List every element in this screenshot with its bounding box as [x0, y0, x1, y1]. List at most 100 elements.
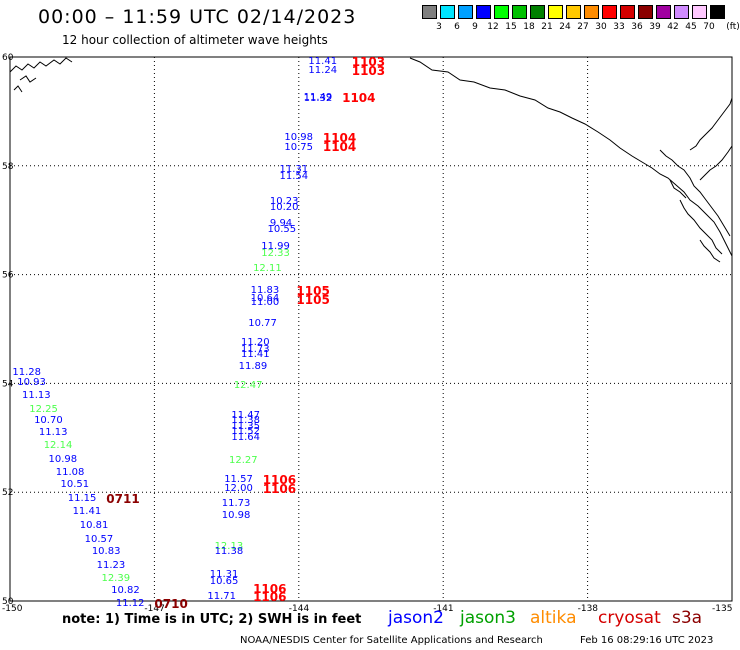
scale-label: 30 [595, 22, 607, 32]
observation-label: 11.89 [238, 361, 268, 373]
observation-label: 11.41 [72, 506, 102, 518]
observation-label: 11.31 [279, 164, 309, 176]
observation-label: 1105 [296, 283, 330, 298]
observation-label: 11.73 [241, 343, 270, 355]
legend-item-cryosat: cryosat [598, 608, 661, 628]
scale-label: 18 [523, 22, 535, 32]
scale-swatch [710, 5, 725, 19]
scale-label: 15 [505, 22, 517, 32]
scale-swatch [584, 5, 599, 19]
observation-label: 0711 [106, 491, 140, 506]
observation-label: 12.14 [43, 439, 73, 451]
scale-swatch [422, 5, 437, 19]
observation-label: 11.57 [224, 474, 253, 486]
observation-label: 10.81 [79, 519, 109, 531]
observation-label: 11.47 [231, 410, 261, 422]
scale-label: 39 [649, 22, 661, 32]
generated-timestamp: Feb 16 08:29:16 UTC 2023 [580, 635, 714, 646]
scale-swatch [476, 5, 491, 19]
observation-label: 10.55 [267, 223, 297, 235]
observation-label: 0710 [154, 596, 188, 611]
scale-swatch [566, 5, 581, 19]
scale-swatch [458, 5, 473, 19]
longitude-labels: -150 -147 -144 -141 -138 -135 [2, 604, 732, 614]
observation-label: 12.39 [101, 573, 131, 585]
latitude-label: 52 [2, 488, 13, 498]
observation-label: 11.28 [12, 366, 42, 378]
observation-label: 10.83 [91, 546, 121, 558]
observation-label: 11.99 [261, 241, 290, 253]
longitude-label: -135 [712, 604, 732, 614]
observation-label: 1106 [262, 482, 297, 497]
observation-label: 11.24 [308, 64, 338, 76]
observation-label: 1106 [253, 589, 287, 604]
scale-swatch [548, 5, 563, 19]
observation-label: 1106 [262, 473, 297, 488]
observation-label: 10.64 [250, 293, 280, 305]
observation-label: 1104 [322, 139, 357, 154]
observation-label: 10.98 [221, 509, 251, 521]
observation-label: 10.93 [17, 377, 46, 389]
observation-label: 11.64 [231, 431, 261, 443]
observation-label: 11.13 [22, 389, 51, 401]
observation-label: 12.00 [224, 483, 253, 495]
observation-label: 1103 [351, 55, 386, 70]
latitude-label: 50 [2, 597, 14, 607]
observation-label: 11.52 [231, 426, 261, 438]
scale-label: 27 [577, 22, 589, 32]
observation-label: 11.73 [221, 498, 251, 510]
observation-label: 1105 [296, 293, 330, 308]
legend-item-jason2: jason2 [388, 608, 444, 628]
scale-label: 45 [685, 22, 697, 32]
observation-label: 11.41 [241, 349, 270, 361]
observation-label: 10.82 [111, 585, 140, 597]
observation-label: 10.20 [269, 202, 299, 214]
observation-label: 11.49 [303, 91, 333, 103]
observation-label: 10.65 [209, 575, 239, 587]
scale-label: 70 [703, 22, 715, 32]
scale-swatch [440, 5, 455, 19]
longitude-label: -144 [289, 604, 310, 614]
longitude-label: -141 [433, 604, 453, 614]
observation-label: 11.38 [231, 415, 261, 427]
observation-label: 11.00 [250, 297, 280, 309]
scale-label: 33 [613, 22, 625, 32]
legend-item-s3a: s3a [672, 608, 703, 628]
observation-label: 10.98 [48, 453, 78, 465]
longitude-label: -147 [144, 604, 164, 614]
legend-item-jason3: jason3 [460, 608, 516, 628]
observation-label: 9.94 [269, 218, 293, 229]
scale-unit: (ft) [726, 22, 740, 32]
scale-swatch [692, 5, 707, 19]
observation-label: 12.25 [29, 403, 58, 415]
observation-label: 10.51 [60, 479, 90, 491]
observation-label: 12.47 [233, 380, 263, 392]
coastline-alaska [409, 57, 733, 263]
scale-swatch [620, 5, 635, 19]
observation-label: 12.27 [229, 454, 258, 466]
longitude-label: -138 [578, 604, 599, 614]
scale-label: 42 [667, 22, 679, 32]
footer-note: note: 1) Time is in UTC; 2) SWH is in fe… [62, 612, 362, 627]
observation-label: 10.57 [84, 533, 114, 545]
map-frame [9, 56, 733, 602]
observation-label: 12.33 [261, 247, 290, 259]
scale-label: 12 [487, 22, 499, 32]
observation-label: 1104 [342, 90, 376, 105]
latitude-label: 54 [2, 379, 14, 389]
legend-item-altika: altika [530, 608, 577, 628]
observation-label: 11.31 [209, 568, 239, 580]
scale-swatch [656, 5, 671, 19]
observation-label: 10.70 [34, 415, 63, 427]
scale-swatch [512, 5, 527, 19]
scale-label: 36 [631, 22, 643, 32]
scale-label: 6 [454, 22, 460, 32]
scale-label: 9 [472, 22, 478, 32]
latitude-label: 58 [2, 162, 14, 172]
scale-swatch [674, 5, 689, 19]
observation-label: 11.35 [231, 420, 261, 432]
observation-label: 1106 [253, 582, 287, 597]
observation-label: 11.38 [214, 546, 244, 558]
latitude-labels: 60 58 56 54 52 50 [2, 53, 14, 607]
